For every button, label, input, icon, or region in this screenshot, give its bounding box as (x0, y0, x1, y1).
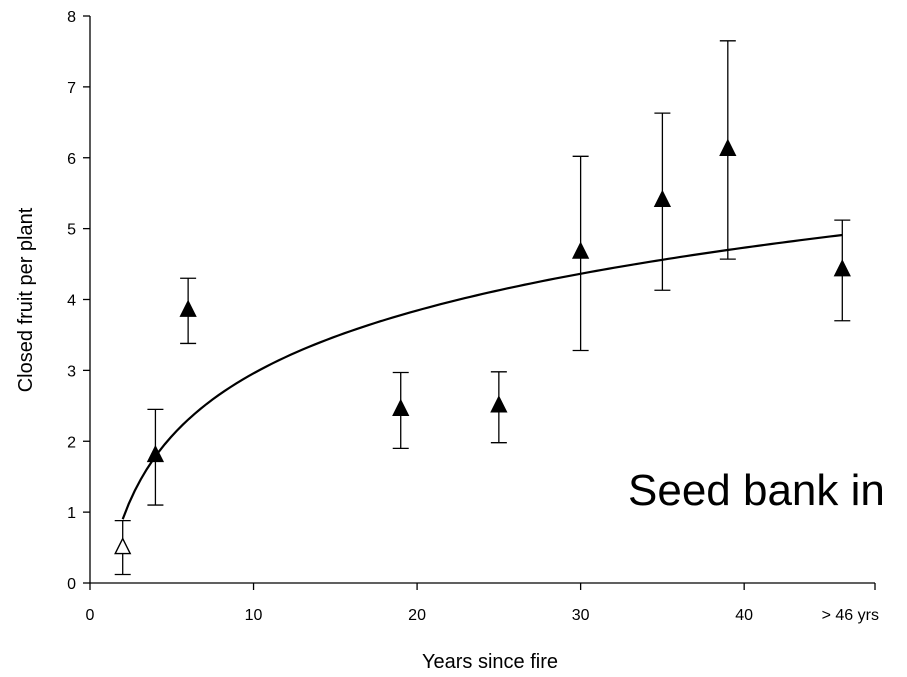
y-tick-label: 0 (67, 576, 76, 593)
y-tick-label: 1 (67, 505, 76, 522)
data-point-filled-triangle (653, 189, 672, 207)
axis-ticks (83, 15, 876, 590)
y-tick-label: 6 (67, 151, 76, 168)
data-point-filled-triangle (719, 138, 737, 156)
data-point-filled-triangle (833, 259, 851, 277)
y-tick-label: 5 (67, 222, 76, 239)
data-point-filled-triangle (146, 444, 165, 463)
seed-bank-annotation: Seed bank in (628, 466, 885, 515)
y-tick-label: 7 (67, 80, 76, 97)
x-tick-label: > 46 yrs (822, 607, 879, 624)
tick-labels: 0 1 2 3 4 5 6 7 8 0 10 20 30 40 > 46 yrs (67, 9, 879, 624)
data-point-filled-triangle (392, 398, 410, 417)
trendline (121, 233, 843, 520)
x-tick-label: 0 (86, 607, 95, 624)
x-tick-label: 20 (408, 607, 426, 624)
x-tick-label: 30 (572, 607, 590, 624)
data-markers (114, 138, 851, 555)
data-point-filled-triangle (179, 299, 197, 317)
x-axis-label: Years since fire (422, 651, 558, 673)
data-point-filled-triangle (571, 241, 590, 259)
y-tick-label: 2 (67, 434, 76, 451)
data-point-filled-triangle (490, 395, 508, 413)
y-tick-label: 4 (67, 293, 76, 310)
y-tick-label: 3 (67, 363, 76, 380)
y-axis-label: Closed fruit per plant (15, 207, 37, 392)
data-point-open-triangle (114, 536, 132, 555)
y-tick-label: 8 (67, 9, 76, 26)
x-tick-label: 10 (245, 607, 263, 624)
x-tick-label: 40 (735, 607, 753, 624)
trendline-group (121, 233, 843, 520)
